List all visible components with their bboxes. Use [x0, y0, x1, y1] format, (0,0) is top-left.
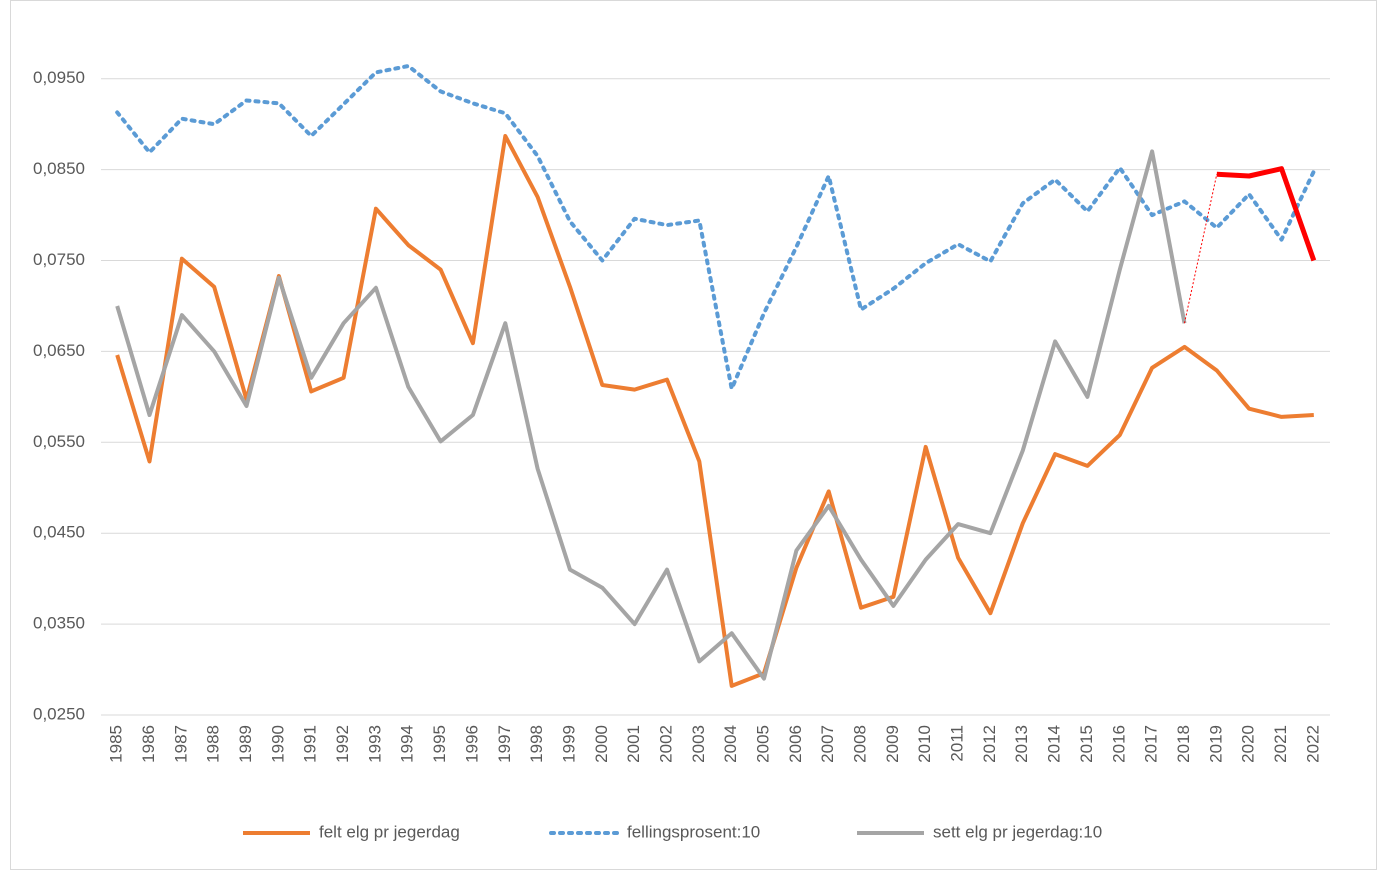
x-tick-label: 2016: [1109, 725, 1128, 763]
x-tick-label: 2012: [980, 725, 999, 763]
x-tick-label: 1987: [171, 725, 190, 763]
x-tick-label: 1992: [333, 725, 352, 763]
x-tick-label: 2022: [1303, 725, 1322, 763]
x-tick-label: 2007: [818, 725, 837, 763]
x-tick-label: 2011: [948, 725, 967, 762]
x-tick-label: 2020: [1239, 725, 1258, 763]
x-tick-label: 1988: [204, 725, 223, 763]
x-tick-label: 1993: [365, 725, 384, 763]
x-tick-label: 2003: [689, 725, 708, 763]
x-tick-label: 2000: [592, 725, 611, 763]
series-line: [115, 64, 1316, 391]
x-tick-label: 2010: [915, 725, 934, 763]
x-tick-label: 1986: [139, 725, 158, 763]
x-tick-label: 2015: [1077, 725, 1096, 763]
x-tick-label: 2005: [753, 725, 772, 763]
chart-border: [10, 0, 1377, 870]
y-tick-label: 0,0350: [33, 614, 85, 633]
x-tick-label: 2009: [883, 725, 902, 763]
x-tick-label: 1997: [495, 725, 514, 763]
x-tick-label: 2018: [1174, 725, 1193, 763]
x-tick-label: 1999: [559, 725, 578, 763]
x-tick-label: 1985: [107, 725, 126, 763]
x-tick-label: 2017: [1142, 725, 1161, 763]
x-tick-label: 2002: [656, 725, 675, 763]
y-tick-label: 0,0550: [33, 432, 85, 451]
x-tick-label: 1998: [527, 725, 546, 763]
x-tick-label: 2006: [786, 725, 805, 763]
legend-label: felt elg pr jegerdag: [319, 822, 460, 841]
y-tick-label: 0,0950: [33, 68, 85, 87]
y-tick-label: 0,0750: [33, 250, 85, 269]
x-tick-label: 2013: [1012, 725, 1031, 763]
x-tick-label: 1990: [268, 725, 287, 763]
x-tick-label: 1996: [462, 725, 481, 763]
x-tick-label: 2008: [851, 725, 870, 763]
x-tick-label: 2021: [1271, 725, 1290, 763]
x-tick-label: 2004: [721, 725, 740, 763]
legend-label: sett elg pr jegerdag:10: [933, 822, 1102, 841]
x-tick-label: 1991: [301, 725, 320, 763]
x-tick-label: 2014: [1045, 725, 1064, 763]
series-line: [1216, 166, 1317, 262]
connector: [1183, 174, 1218, 324]
x-tick-label: 1989: [236, 725, 255, 763]
y-tick-label: 0,0650: [33, 341, 85, 360]
series-line: [115, 149, 1187, 681]
x-tick-label: 2001: [624, 725, 643, 763]
legend-label: fellingsprosent:10: [627, 822, 760, 841]
y-tick-label: 0,0850: [33, 159, 85, 178]
series-line: [115, 134, 1314, 688]
x-tick-label: 2019: [1206, 725, 1225, 763]
y-tick-label: 0,0450: [33, 523, 85, 542]
y-tick-label: 0,0250: [33, 704, 85, 723]
x-tick-label: 1995: [430, 725, 449, 763]
x-tick-label: 1994: [398, 725, 417, 763]
